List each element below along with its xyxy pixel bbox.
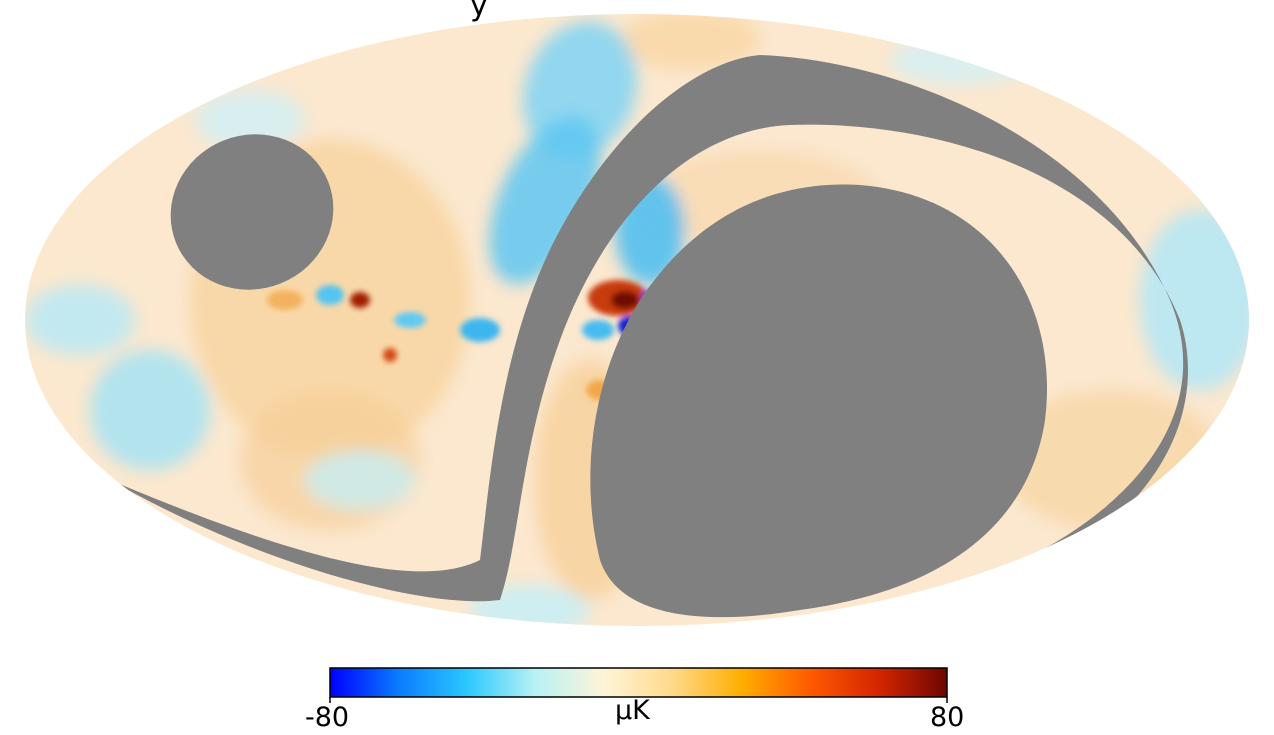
cool-patch-topleft (195, 90, 305, 150)
colorbar (329, 667, 948, 703)
colorbar-frame (329, 667, 948, 698)
cold-band-plane-4 (582, 320, 614, 340)
mask-big-blob (590, 184, 1048, 618)
mollweide-map (25, 14, 1249, 626)
colorbar-gradient (330, 668, 947, 697)
colorbar-min-label: -80 (305, 702, 350, 733)
hot-spot-center-core (611, 291, 639, 309)
title-fragment: y (470, 0, 488, 23)
cool-patch-leftedge (25, 285, 135, 355)
cool-patch-lowerleft (90, 350, 210, 470)
cool-patch-bottomleft (305, 450, 415, 510)
cold-band-plane-3 (394, 312, 426, 328)
cool-patch-rightedge (1140, 210, 1249, 390)
colorbar-max-label: 80 (930, 702, 965, 733)
cold-band-plane-2 (316, 285, 344, 305)
cool-patch-topright (890, 35, 1030, 85)
mask-left-oval (170, 134, 334, 290)
warm-band-plane-1 (350, 292, 370, 308)
warm-band-plane-3 (267, 290, 303, 310)
warm-region-top (620, 14, 760, 70)
colorbar-unit-label: μK (615, 695, 650, 726)
warm-band-plane-2 (383, 348, 397, 362)
cold-band-plane-1 (460, 318, 500, 342)
